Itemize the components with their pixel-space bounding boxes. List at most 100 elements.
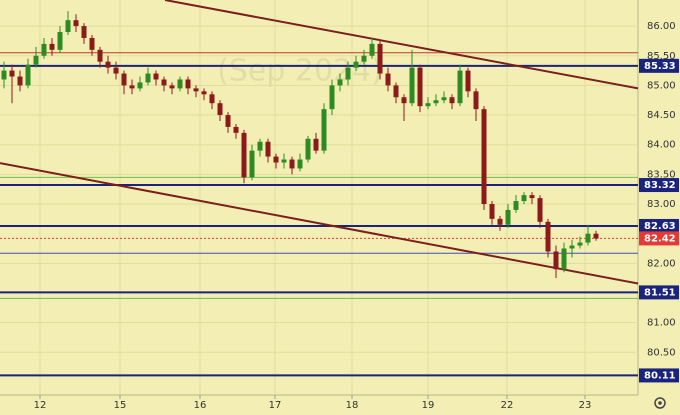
candle-body xyxy=(57,32,63,50)
candle-body xyxy=(329,85,335,110)
candle-body xyxy=(281,159,287,163)
candle-body xyxy=(425,103,431,107)
candle-body xyxy=(297,159,303,169)
candle-body xyxy=(521,195,527,202)
candle-body xyxy=(17,76,23,86)
candle-body xyxy=(465,70,471,92)
candle-body xyxy=(305,138,311,160)
candle-body xyxy=(433,100,439,104)
candle-body xyxy=(593,233,599,239)
candle-body xyxy=(9,70,15,77)
candle-body xyxy=(257,141,263,151)
price-label: 85.33 xyxy=(644,61,676,72)
y-tick-label: 80.50 xyxy=(647,347,676,358)
candle-body xyxy=(553,251,559,270)
price-label: 80.11 xyxy=(644,370,676,381)
candle-body xyxy=(73,20,79,27)
candle-body xyxy=(473,91,479,110)
candle-body xyxy=(409,67,415,104)
trend-line xyxy=(0,162,639,285)
candle-body xyxy=(385,73,391,86)
candle-body xyxy=(65,20,71,33)
price-label-box xyxy=(639,58,679,73)
y-tick-label: 84.00 xyxy=(647,140,676,151)
candle-body xyxy=(497,218,503,225)
candle-body xyxy=(81,26,87,38)
price-label: 83.32 xyxy=(644,180,676,191)
candle-body xyxy=(417,67,423,107)
candle-body xyxy=(401,97,407,104)
price-label-box xyxy=(639,218,679,233)
candle-body xyxy=(89,37,95,50)
candle-body xyxy=(185,79,191,89)
trend-line xyxy=(164,0,639,90)
candle-body xyxy=(201,91,207,95)
candle-body xyxy=(105,61,111,68)
price-label-box xyxy=(639,285,679,300)
candle-body xyxy=(249,150,255,178)
candle-body xyxy=(457,70,463,104)
settings-icon[interactable] xyxy=(654,397,666,409)
candle-body xyxy=(561,248,567,270)
price-label: 82.42 xyxy=(644,233,676,244)
candle-body xyxy=(529,195,535,199)
candle-body xyxy=(449,97,455,104)
x-tick-label: 17 xyxy=(269,400,282,411)
candle-body xyxy=(537,198,543,222)
y-tick-label: 83.50 xyxy=(647,169,676,180)
candle-body xyxy=(577,242,583,246)
x-tick-label: 19 xyxy=(422,400,435,411)
candle-body xyxy=(569,245,575,249)
candle-body xyxy=(361,55,367,62)
candle-body xyxy=(177,79,183,89)
price-label: 82.63 xyxy=(644,221,676,232)
candle-body xyxy=(145,73,151,83)
x-tick-label: 22 xyxy=(501,400,514,411)
y-tick-label: 85.00 xyxy=(647,80,676,91)
candle-body xyxy=(209,94,215,104)
candle-body xyxy=(369,43,375,56)
candle-body xyxy=(337,79,343,86)
candle-body xyxy=(193,88,199,92)
candle-body xyxy=(161,79,167,86)
y-tick-label: 84.50 xyxy=(647,110,676,121)
candle-body xyxy=(481,109,487,205)
x-tick-label: 16 xyxy=(194,400,207,411)
y-tick-label: 81.00 xyxy=(647,318,676,329)
candle-body xyxy=(289,159,295,169)
candle-body xyxy=(265,141,271,157)
watermark: (Sep 2024) xyxy=(217,54,383,89)
candle-body xyxy=(217,103,223,116)
candle-body xyxy=(129,85,135,89)
candle-body xyxy=(377,43,383,74)
x-tick-label: 23 xyxy=(579,400,592,411)
candle-body xyxy=(545,221,551,252)
candle-body xyxy=(97,49,103,62)
price-label-box xyxy=(639,231,679,246)
x-tick-label: 18 xyxy=(346,400,359,411)
y-tick-label: 85.50 xyxy=(647,51,676,62)
candle-body xyxy=(345,67,351,80)
candle-body xyxy=(169,85,175,89)
price-label: 81.51 xyxy=(644,287,676,298)
candle-body xyxy=(241,132,247,178)
candle-body xyxy=(353,61,359,68)
candle-body xyxy=(1,70,7,80)
candle-body xyxy=(113,67,119,74)
candle-body xyxy=(513,201,519,210)
candle-body xyxy=(441,97,447,101)
candle-body xyxy=(505,209,511,225)
candle-body xyxy=(585,233,591,243)
y-tick-label: 83.00 xyxy=(647,199,676,210)
candle-body xyxy=(233,126,239,133)
price-label-box xyxy=(639,368,679,383)
y-tick-label: 86.00 xyxy=(647,21,676,32)
candle-body xyxy=(393,85,399,98)
x-tick-label: 12 xyxy=(34,400,47,411)
candle-body xyxy=(49,43,55,50)
candle-body xyxy=(137,82,143,89)
candle-body xyxy=(321,109,327,151)
candle-body xyxy=(33,55,39,65)
